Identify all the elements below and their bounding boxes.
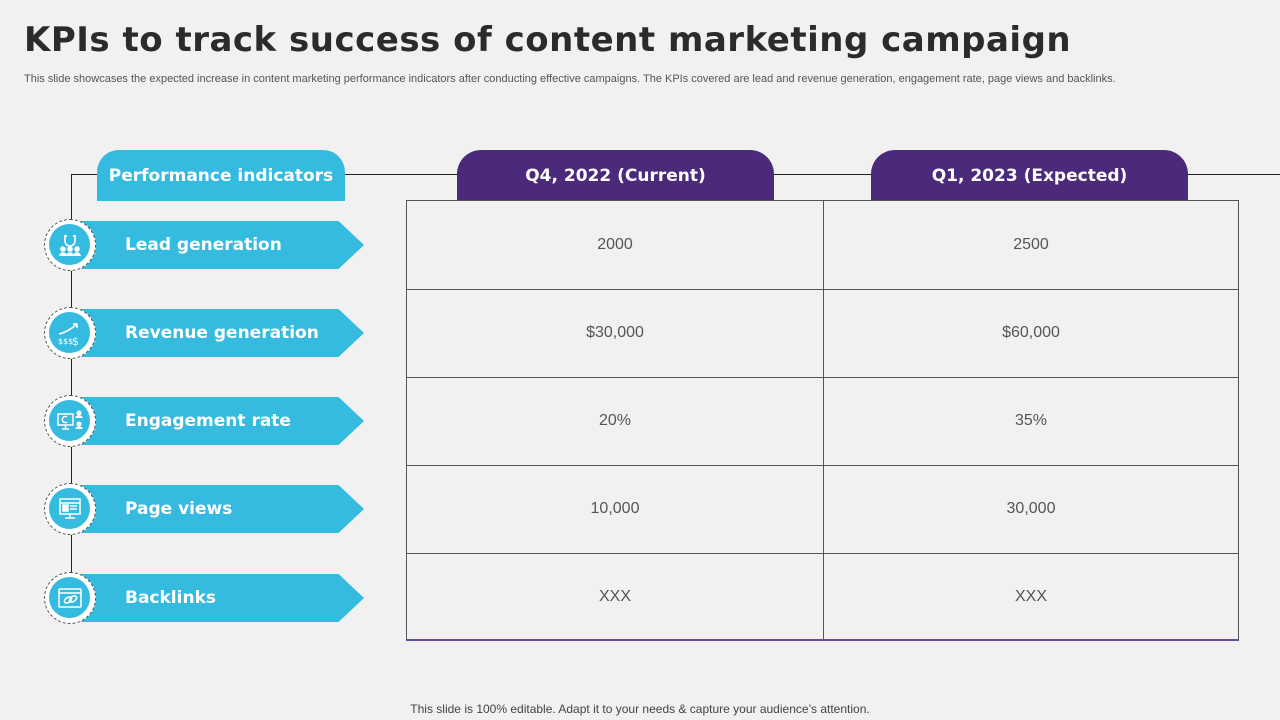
kpi-label-text: Revenue generation	[125, 323, 319, 343]
magnet-people-icon	[44, 219, 96, 271]
slide-footer: This slide is 100% editable. Adapt it to…	[410, 702, 870, 716]
expected-value-page-views: 30,000	[1006, 500, 1056, 517]
slide-subtitle: This slide showcases the expected increa…	[24, 73, 1116, 85]
expected-value-lead-generation: 2500	[1013, 236, 1049, 253]
row-divider	[407, 553, 1238, 554]
expected-quarter-header: Q1, 2023 (Expected)	[871, 150, 1188, 201]
svg-text:$: $	[72, 335, 79, 347]
engagement-screen-icon	[44, 395, 96, 447]
kpi-label-revenue-generation: Revenue generation	[81, 309, 364, 357]
monitor-page-icon	[44, 483, 96, 535]
current-value-engagement-rate: 20%	[598, 412, 632, 429]
kpi-label-text: Backlinks	[125, 588, 216, 608]
expected-value-revenue-generation: $60,000	[1002, 324, 1060, 341]
row-divider	[407, 289, 1238, 290]
current-value-revenue-generation: $30,000	[586, 324, 644, 341]
kpi-label-text: Lead generation	[125, 235, 282, 255]
performance-indicators-header: Performance indicators	[97, 150, 345, 201]
slide-title: KPIs to track success of content marketi…	[24, 20, 1072, 60]
kpi-label-engagement-rate: Engagement rate	[81, 397, 364, 445]
row-divider	[407, 377, 1238, 378]
connector-vertical-line	[71, 174, 72, 596]
kpi-label-backlinks: Backlinks	[81, 574, 364, 622]
current-quarter-header: Q4, 2022 (Current)	[457, 150, 774, 201]
kpi-label-text: Page views	[125, 499, 233, 519]
current-value-page-views: 10,000	[590, 500, 640, 517]
kpi-label-lead-generation: Lead generation	[81, 221, 364, 269]
expected-value-backlinks: XXX	[1014, 588, 1047, 605]
kpi-label-page-views: Page views	[81, 485, 364, 533]
kpi-table: 2000 2500 $30,000 $60,000 20% 35% 10,000…	[406, 200, 1239, 641]
kpi-label-text: Engagement rate	[125, 411, 291, 431]
current-value-backlinks: XXX	[598, 588, 631, 605]
svg-text:$$$: $$$	[58, 337, 73, 346]
expected-value-engagement-rate: 35%	[1014, 412, 1048, 429]
column-divider	[823, 201, 824, 639]
current-value-lead-generation: 2000	[597, 236, 633, 253]
revenue-growth-icon: $$$ $	[44, 307, 96, 359]
link-browser-icon	[44, 572, 96, 624]
row-divider	[407, 465, 1238, 466]
